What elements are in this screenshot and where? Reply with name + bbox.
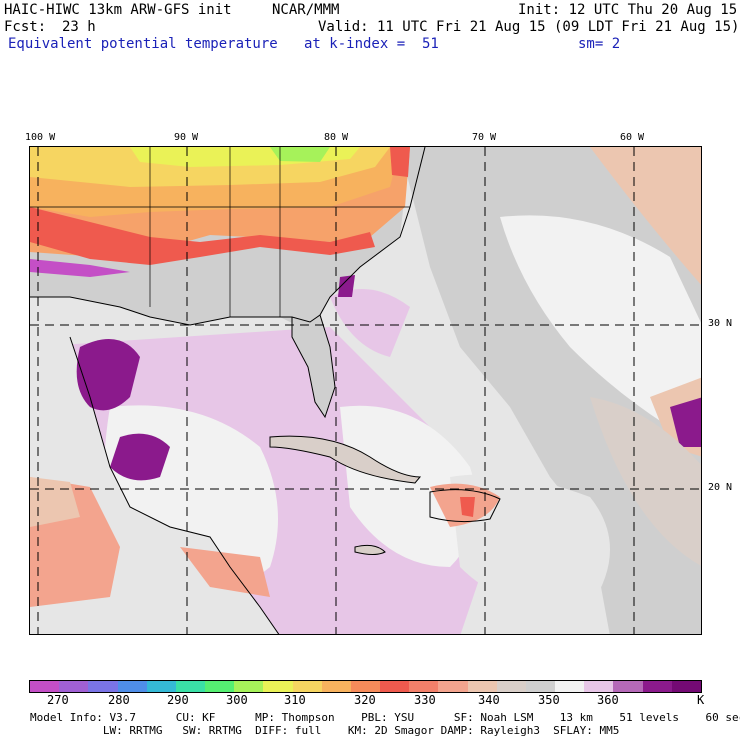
colorbar-label: 350 bbox=[538, 693, 560, 707]
colorbar-label: 330 bbox=[414, 693, 436, 707]
east-purple-patch bbox=[670, 397, 701, 447]
us-red-band bbox=[30, 207, 375, 265]
forecast-hour: 23 h bbox=[62, 19, 96, 35]
colorbar-label: 270 bbox=[47, 693, 69, 707]
vertical-level: at k-index = 51 bbox=[304, 36, 439, 52]
colorbar-label: 300 bbox=[226, 693, 248, 707]
colorbar-swatch bbox=[263, 681, 293, 692]
model-title: HAIC-HIWC 13km ARW-GFS init bbox=[4, 2, 232, 18]
colorbar-swatch bbox=[350, 681, 381, 692]
us-green-patch bbox=[270, 147, 330, 162]
colorbar-swatch bbox=[555, 681, 585, 692]
texas-magenta-strip bbox=[30, 259, 130, 277]
colorbar-label: 280 bbox=[108, 693, 130, 707]
map-canvas bbox=[30, 147, 701, 634]
field-name: Equivalent potential temperature bbox=[8, 36, 278, 52]
colorbar-swatch bbox=[146, 681, 176, 692]
atlantic-lavender-patch bbox=[330, 289, 410, 357]
model-info-line1: Model Info: V3.7 CU: KF MP: Thompson PBL… bbox=[30, 711, 740, 724]
colorbar-swatch bbox=[642, 681, 672, 692]
colorbar-swatch bbox=[438, 681, 468, 692]
mexico-coastline bbox=[69, 336, 280, 634]
model-info-line2: LW: RRTMG SW: RRTMG DIFF: full KM: 2D Sm… bbox=[30, 724, 620, 737]
colorbar bbox=[29, 680, 702, 693]
caribbean-white-area bbox=[340, 405, 477, 567]
central-america-warm bbox=[180, 547, 270, 597]
init-time: Init: 12 UTC Thu 20 Aug 15 bbox=[518, 2, 738, 18]
theta-e-map bbox=[29, 146, 702, 635]
lon-label-100w: 100 W bbox=[25, 132, 56, 143]
colorbar-label: 360 bbox=[597, 693, 619, 707]
colorbar-label: 340 bbox=[478, 693, 500, 707]
colorbar-swatch bbox=[59, 681, 89, 692]
colorbar-label: 320 bbox=[354, 693, 376, 707]
hispaniola-hot-spot bbox=[460, 497, 475, 517]
colorbar-swatch bbox=[30, 681, 60, 692]
graticule bbox=[30, 147, 701, 634]
colorbar-swatch bbox=[496, 681, 526, 692]
colorbar-swatch bbox=[321, 681, 351, 692]
east-tan-region bbox=[590, 397, 701, 566]
atlantic-white-band bbox=[500, 215, 701, 446]
lon-label-60w: 60 W bbox=[620, 132, 645, 143]
colorbar-swatch bbox=[117, 681, 147, 692]
organization: NCAR/MMM bbox=[272, 2, 340, 18]
hispaniola-island bbox=[429, 489, 501, 523]
lon-label-90w: 90 W bbox=[174, 132, 199, 143]
lon-label-80w: 80 W bbox=[324, 132, 349, 143]
lon-label-70w: 70 W bbox=[472, 132, 497, 143]
jamaica-island bbox=[354, 544, 386, 555]
colorbar-swatch bbox=[525, 681, 556, 692]
colorbar-label: 310 bbox=[284, 693, 306, 707]
lat-label-30n: 30 N bbox=[708, 318, 733, 329]
forecast-label: Fcst: bbox=[4, 19, 47, 35]
colorbar-swatch bbox=[613, 681, 643, 692]
mid-atlantic-red bbox=[390, 147, 410, 177]
ne-warm-region bbox=[590, 147, 701, 285]
valid-time: Valid: 11 UTC Fri 21 Aug 15 (09 LDT Fri … bbox=[318, 19, 740, 35]
colorbar-swatch bbox=[584, 681, 614, 692]
colorbar-swatch bbox=[234, 681, 264, 692]
florida-land bbox=[292, 312, 335, 417]
colorbar-swatch bbox=[467, 681, 497, 692]
colorbar-swatch bbox=[380, 681, 410, 692]
cuba-island bbox=[269, 435, 422, 484]
colorbar-unit: K bbox=[697, 693, 705, 707]
georgia-purple-cell bbox=[338, 275, 355, 297]
colorbar-swatch bbox=[409, 681, 439, 692]
colorbar-swatch bbox=[671, 681, 701, 692]
smoothing: sm= 2 bbox=[578, 36, 621, 52]
lat-label-20n: 20 N bbox=[708, 482, 733, 493]
colorbar-label: 290 bbox=[167, 693, 189, 707]
gulf-purple-cell-south bbox=[110, 433, 170, 481]
colorbar-swatch bbox=[88, 681, 118, 692]
colorbar-swatch bbox=[205, 681, 235, 692]
gulf-purple-cell-west bbox=[76, 339, 140, 411]
colorbar-swatch bbox=[292, 681, 322, 692]
colorbar-swatch bbox=[175, 681, 206, 692]
florida-coastline bbox=[291, 314, 336, 419]
state-borders bbox=[30, 147, 410, 317]
